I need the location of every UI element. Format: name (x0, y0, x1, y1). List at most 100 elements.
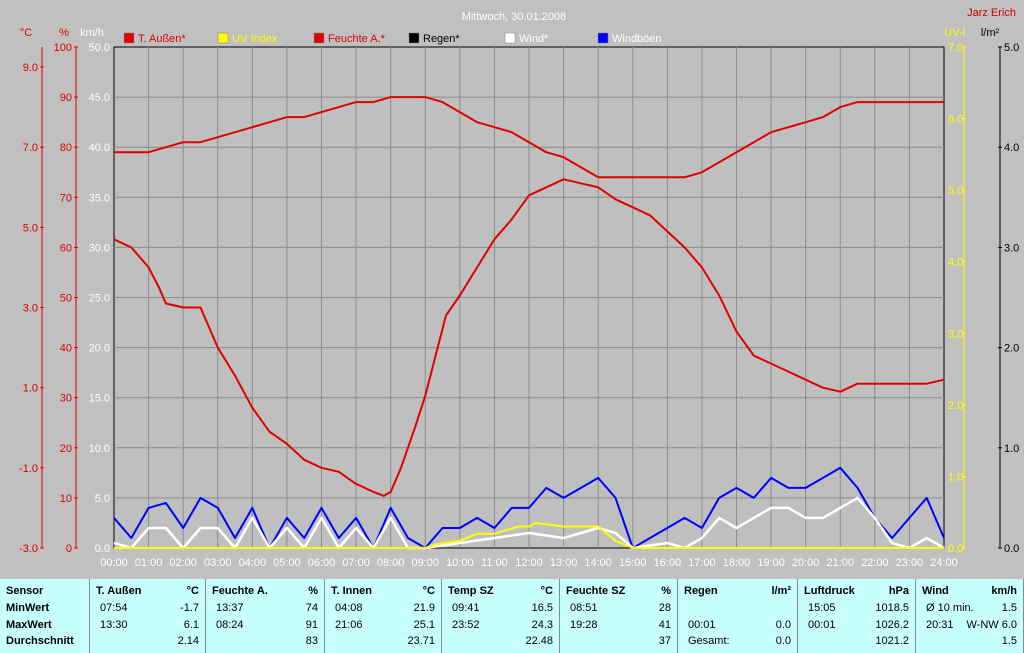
stats-time: Ø 10 min. (926, 602, 974, 614)
rain-tick-label: 0.0 (1004, 543, 1019, 555)
pct-tick-label: 80 (60, 142, 72, 154)
x-tick-label: 23:00 (896, 557, 924, 569)
row-label-sensor: Sensor (6, 585, 44, 597)
kmh-tick-label: 50.0 (89, 42, 110, 54)
stats-col-name: Regen (684, 585, 718, 597)
pct-tick-label: 10 (60, 493, 72, 505)
series-line-t-au-en (113, 178, 945, 497)
pct-tick-label: 0 (66, 543, 72, 555)
stats-value: 23.71 (407, 635, 435, 647)
stats-value: 24.3 (531, 619, 553, 631)
stats-col-unit: km/h (991, 585, 1017, 597)
stats-col-unit: hPa (888, 585, 909, 597)
grid (114, 47, 944, 548)
stats-value: 41 (658, 619, 671, 631)
series-line-windb-en (113, 466, 945, 549)
legend-swatch (313, 32, 325, 44)
x-tick-label: 19:00 (757, 557, 785, 569)
x-tick-label: 15:00 (619, 557, 647, 569)
x-tick-label: 18:00 (723, 557, 751, 569)
stats-value: 1.5 (1001, 602, 1017, 614)
kmh-tick-label: 35.0 (89, 192, 110, 204)
x-tick-label: 13:00 (550, 557, 578, 569)
x-tick-label: 04:00 (239, 557, 267, 569)
stats-col-name: T. Außen (96, 585, 142, 597)
legend-swatch (597, 32, 609, 44)
stats-col-name: Wind (922, 585, 949, 597)
stats-col-labels: Sensor MinWert MaxWert Durchschnitt (0, 579, 90, 653)
stats-col: Luftdruck hPa 15:05 1018.5 00:01 1026.2 1021.2 (798, 579, 916, 653)
stats-value: 16.5 (531, 602, 553, 614)
stats-col-unit: % (661, 585, 671, 597)
stats-value: 1021.2 (875, 635, 909, 647)
stats-col: Temp SZ °C 09:41 16.5 23:52 24.3 22.48 (442, 579, 560, 653)
x-tick-label: 02:00 (169, 557, 197, 569)
stats-time: 23:52 (452, 619, 480, 631)
kmh-tick-label: 0.0 (95, 543, 110, 555)
stats-value: 25.1 (413, 619, 435, 631)
uv-unit-label: UV-I (944, 27, 965, 39)
temp-tick-label: -3.0 (19, 543, 38, 555)
row-label-min: MinWert (6, 602, 50, 614)
stats-value: 2.14 (177, 635, 199, 647)
pct-tick-label: 50 (60, 293, 72, 305)
stats-value: 1018.5 (875, 602, 909, 614)
stats-value: 21.9 (413, 602, 435, 614)
stats-col: Feuchte A.% 13:37 74 08:24 91 83 (206, 579, 325, 653)
stats-time: Gesamt: (688, 635, 730, 647)
uv-tick-label: 2.0 (948, 400, 963, 412)
stats-col: Feuchte SZ% 08:51 28 19:28 41 37 (560, 579, 678, 653)
rain-unit-label: l/m² (981, 27, 1000, 39)
stats-col-unit: °C (422, 585, 435, 597)
stats-value: W-NW 6.0 (966, 619, 1017, 631)
stats-value: 0.0 (775, 635, 791, 647)
stats-col-name: Temp SZ (448, 585, 494, 597)
uv-tick-label: 0.0 (948, 543, 963, 555)
stats-value: 22.48 (525, 635, 553, 647)
pct-tick-label: 20 (60, 443, 72, 455)
stats-time: 07:54 (100, 602, 128, 614)
row-label-avg: Durchschnitt (6, 635, 74, 647)
legend-swatch (504, 32, 516, 44)
stats-value: 6.1 (183, 619, 199, 631)
x-tick-label: 07:00 (342, 557, 370, 569)
x-tick-label: 12:00 (515, 557, 543, 569)
legend-label: UV Index (232, 33, 278, 45)
stats-value: 28 (658, 602, 671, 614)
stats-time: 13:30 (100, 619, 128, 631)
stats-value: 91 (305, 619, 318, 631)
x-tick-label: 03:00 (204, 557, 232, 569)
stats-col-unit: l/m² (771, 585, 791, 597)
stats-value: 0.0 (775, 619, 791, 631)
x-tick-label: 17:00 (688, 557, 716, 569)
pct-tick-label: 70 (60, 192, 72, 204)
stats-col-unit: % (308, 585, 318, 597)
series-line-feuchte-a (114, 96, 944, 179)
author-label: Jarz Erich (967, 7, 1016, 19)
legend-label: Regen* (423, 33, 460, 45)
pct-unit-label: % (59, 27, 69, 39)
temp-tick-label: 7.0 (23, 142, 38, 154)
stats-col-name: Feuchte A. (212, 585, 268, 597)
x-tick-label: 22:00 (861, 557, 889, 569)
kmh-tick-label: 45.0 (89, 92, 110, 104)
rain-tick-label: 4.0 (1004, 142, 1019, 154)
rain-tick-label: 3.0 (1004, 242, 1019, 254)
stats-col: T. Außen °C 07:54 -1.7 13:30 6.1 2.14 (90, 579, 206, 653)
stats-value: 83 (305, 635, 318, 647)
x-tick-label: 10:00 (446, 557, 474, 569)
stats-col-name: Feuchte SZ (566, 585, 626, 597)
legend: T. Außen* UV Index Feuchte A.* Regen* Wind* W… (123, 32, 662, 45)
legend-label: Feuchte A.* (328, 33, 386, 45)
pct-tick-label: 40 (60, 343, 72, 355)
axes: 00:00 01:00 02:00 03:00 04:00 05:00 06:00 07:00… (19, 27, 1019, 569)
x-tick-label: 21:00 (826, 557, 854, 569)
stats-col-name: T. Innen (331, 585, 372, 597)
x-tick-label: 20:00 (792, 557, 820, 569)
kmh-tick-label: 40.0 (89, 142, 110, 154)
legend-swatch (217, 32, 229, 44)
x-tick-label: 05:00 (273, 557, 301, 569)
legend-swatch (123, 32, 135, 44)
temp-tick-label: 1.0 (23, 383, 38, 395)
stats-time: 19:28 (570, 619, 598, 631)
